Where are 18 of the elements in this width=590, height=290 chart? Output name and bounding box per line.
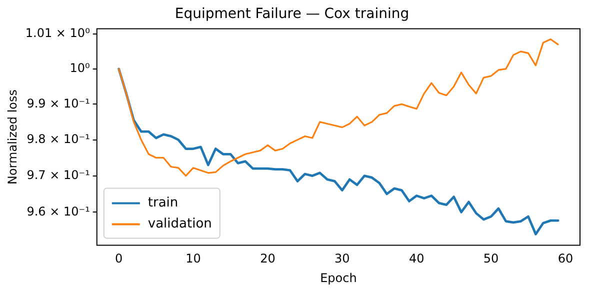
x-tick-label: 0: [115, 252, 123, 266]
y-tick-label: 9.9 × 10⁻¹: [26, 96, 90, 110]
x-tick-label: 30: [334, 252, 350, 266]
legend-label: train: [148, 196, 178, 211]
y-tick-label: 1.01 × 10⁰: [25, 26, 90, 40]
legend-label: validation: [148, 216, 212, 232]
x-axis-title: Epoch: [320, 270, 357, 285]
y-tick-label: 9.6 × 10⁻¹: [26, 204, 90, 218]
y-axis-title: Normalized loss: [5, 89, 20, 185]
x-tick-label: 20: [260, 252, 276, 266]
chart-title: Equipment Failure — Cox training: [174, 6, 410, 22]
x-tick-label: 50: [483, 252, 499, 266]
y-tick-label: 9.7 × 10⁻¹: [26, 168, 90, 182]
x-tick-label: 10: [186, 252, 201, 266]
x-tick-label: 60: [558, 252, 574, 266]
y-tick-label: 10⁰: [70, 61, 90, 76]
y-tick-label: 9.8 × 10⁻¹: [26, 132, 90, 146]
x-tick-label: 40: [408, 252, 424, 266]
